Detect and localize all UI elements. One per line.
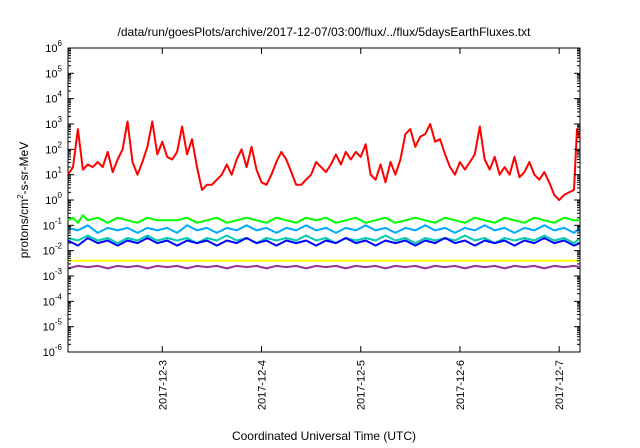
y-tick-label-6: 100 (45, 191, 62, 207)
x-tick-label-2: 2017-12-5 (356, 360, 368, 410)
y-tick-label-5: 101 (45, 166, 62, 182)
y-axis-label: protons/cm2-s-sr-MeV (16, 142, 31, 258)
y-axis-label-part2: -s-sr-MeV (17, 142, 31, 195)
y-tick-label-3: 103 (45, 115, 62, 131)
chart-title: /data/run/goesPlots/archive/2017-12-07/0… (118, 25, 532, 39)
y-tick-label-8: 10-2 (43, 242, 63, 258)
series-line-2 (67, 224, 581, 234)
plot-area: 2017-12-3 2017-12-4 2017-12-5 2017-12-6 2017… (43, 39, 581, 410)
y-tick-label-9: 10-3 (43, 267, 63, 283)
y-axis-label-sup: 2 (16, 194, 25, 199)
y-tick-label-0: 106 (45, 39, 62, 55)
y-tick-label-12: 10-6 (43, 343, 63, 359)
series-line-1 (67, 214, 580, 224)
y-tick-label-1: 105 (45, 64, 62, 80)
series-line-4 (67, 237, 581, 247)
x-axis-ticks: 2017-12-3 2017-12-4 2017-12-5 2017-12-6 2017… (157, 48, 566, 410)
x-tick-label-3: 2017-12-6 (455, 360, 467, 410)
y-tick-label-2: 104 (45, 90, 62, 106)
y-tick-label-10: 10-4 (43, 292, 63, 308)
series-line-0 (67, 120, 581, 201)
series-group (67, 120, 581, 270)
x-tick-label-1: 2017-12-4 (256, 360, 268, 410)
y-tick-label-11: 10-5 (43, 318, 63, 334)
series-line-6 (67, 264, 581, 270)
y-axis-label-part1: protons/cm (17, 199, 31, 258)
y-tick-label-7: 10-1 (43, 216, 63, 232)
x-axis-label: Coordinated Universal Time (UTC) (232, 429, 416, 443)
x-tick-label-0: 2017-12-3 (157, 360, 169, 410)
x-tick-label-4: 2017-12-7 (554, 360, 566, 410)
y-tick-label-4: 102 (45, 140, 62, 156)
plot-frame (67, 47, 581, 353)
y-axis-ticks: 106 105 104 103 102 101 100 10-1 10-2 10-3 10-4 10-… (43, 39, 580, 359)
